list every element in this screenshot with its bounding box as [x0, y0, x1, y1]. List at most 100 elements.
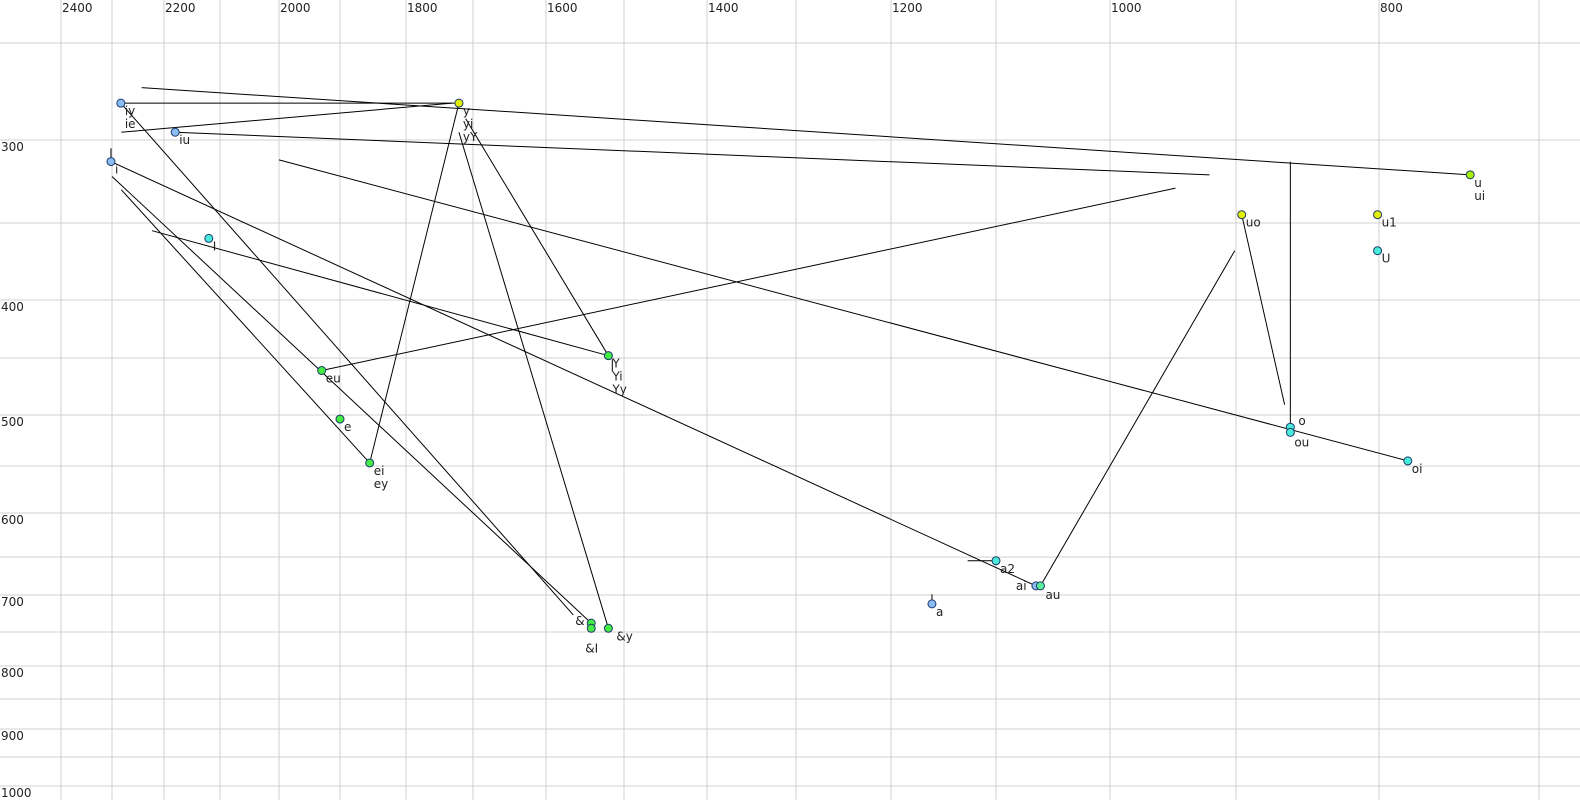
trajectory-line — [1241, 214, 1286, 405]
trajectory-line — [121, 102, 453, 133]
point-marker[interactable] — [1465, 170, 1475, 180]
vowel-point[interactable]: a — [927, 599, 943, 619]
point-label: eu — [326, 372, 341, 386]
point-label: Y — [611, 357, 620, 371]
point-marker[interactable] — [1285, 427, 1295, 437]
point-label: ei — [374, 464, 385, 478]
point-label: au — [1045, 588, 1060, 602]
x-tick-label: 2400 — [62, 1, 93, 15]
vowel-point[interactable]: I — [204, 233, 217, 253]
point-marker[interactable] — [603, 623, 613, 633]
point-label: i — [115, 163, 118, 177]
point-marker[interactable] — [317, 366, 327, 376]
point-label: ai — [1016, 579, 1027, 593]
x-tick-label: 1200 — [892, 1, 923, 15]
trajectory-line — [369, 103, 460, 464]
point-label: a2 — [1000, 562, 1015, 576]
trajectory-line — [141, 87, 1471, 176]
vowel-point[interactable]: U — [1373, 246, 1391, 266]
point-marker[interactable] — [991, 556, 1001, 566]
point-label: y — [463, 104, 470, 118]
x-tick-label: 1600 — [547, 1, 578, 15]
point-label: yi — [463, 117, 473, 131]
x-tick-label: 2200 — [165, 1, 196, 15]
point-label: ey — [374, 477, 388, 491]
point-marker[interactable] — [586, 623, 596, 633]
point-label: uo — [1246, 216, 1261, 230]
trajectory-line — [321, 187, 1176, 372]
y-tick-label: 1000 — [1, 786, 32, 800]
vowel-point[interactable]: oi — [1403, 456, 1423, 476]
y-tick-label: 800 — [1, 666, 24, 680]
vowel-point[interactable]: ou — [1285, 427, 1309, 449]
point-label: Yi — [611, 370, 622, 384]
point-label: ie — [125, 117, 136, 131]
point-marker[interactable] — [106, 157, 116, 167]
vowel-point[interactable]: &I — [585, 623, 598, 655]
y-tick-label: 500 — [1, 415, 24, 429]
x-tick-label: 2000 — [280, 1, 311, 15]
point-marker[interactable] — [603, 351, 613, 361]
vowel-point[interactable]: au — [1035, 581, 1060, 602]
point-marker[interactable] — [1035, 581, 1045, 591]
point-label: iy — [125, 104, 135, 118]
x-tick-label: 1400 — [708, 1, 739, 15]
x-axis-ticks: 2400 2200 2000 1800 1600 1400 1200 1000 800 — [62, 1, 1403, 15]
trajectory-line — [151, 230, 609, 357]
point-marker[interactable] — [1403, 456, 1413, 466]
trajectory-line — [110, 161, 1037, 587]
vowel-point[interactable]: eu — [317, 366, 341, 386]
vowel-point[interactable]: uo — [1237, 210, 1261, 230]
trajectory-lines — [110, 87, 1471, 629]
point-marker[interactable] — [927, 599, 937, 609]
trajectory-line — [458, 132, 609, 629]
y-axis-ticks: 300 400 500 600 700 800 900 1000 — [1, 140, 32, 800]
point-marker[interactable] — [170, 127, 180, 137]
point-marker[interactable] — [335, 414, 345, 424]
point-marker[interactable] — [204, 233, 214, 243]
point-label: & — [575, 614, 584, 628]
vowel-point[interactable]: uui — [1465, 170, 1485, 203]
point-label: u — [1474, 176, 1482, 190]
point-label: ou — [1294, 435, 1309, 449]
vowel-point[interactable]: iu — [170, 127, 190, 147]
y-tick-label: 700 — [1, 595, 24, 609]
point-label: I — [213, 239, 217, 253]
point-label: &I — [585, 641, 598, 655]
point-label: e — [344, 420, 351, 434]
vowel-point[interactable]: &y — [603, 623, 633, 643]
y-tick-label: 300 — [1, 140, 24, 154]
y-tick-label: 900 — [1, 729, 24, 743]
vowel-point[interactable]: a2 — [991, 556, 1015, 576]
y-tick-label: 400 — [1, 300, 24, 314]
x-tick-label: 1800 — [407, 1, 438, 15]
point-marker[interactable] — [365, 458, 375, 468]
point-marker[interactable] — [116, 98, 126, 108]
trajectory-line — [175, 131, 1210, 176]
trajectory-line — [111, 176, 592, 624]
point-marker[interactable] — [454, 98, 464, 108]
point-label: ui — [1474, 189, 1485, 203]
point-label: u1 — [1382, 216, 1397, 230]
point-label: iu — [179, 133, 190, 147]
x-tick-label: 800 — [1380, 1, 1403, 15]
point-label: &y — [616, 629, 632, 643]
trajectory-line — [1040, 250, 1236, 587]
x-tick-label: 1000 — [1111, 1, 1142, 15]
vowel-point[interactable]: i — [106, 157, 118, 177]
vowel-point[interactable]: u1 — [1373, 210, 1397, 230]
point-label: yY — [463, 130, 478, 144]
point-marker[interactable] — [1237, 210, 1247, 220]
point-marker[interactable] — [1373, 210, 1383, 220]
trajectory-line — [120, 189, 371, 464]
point-marker[interactable] — [1373, 246, 1383, 256]
point-label: o — [1298, 414, 1305, 428]
vowel-point[interactable]: e — [335, 414, 351, 434]
trajectory-line — [465, 118, 609, 356]
trajectory-line — [278, 159, 1408, 462]
